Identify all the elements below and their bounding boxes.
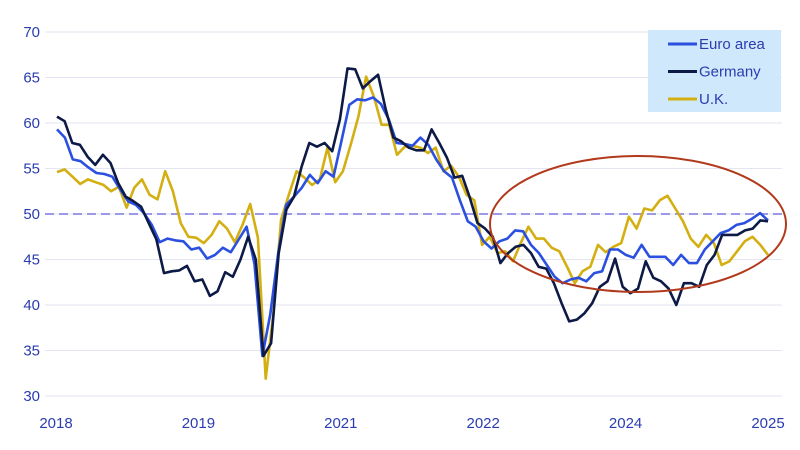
y-tick-label: 65 (23, 70, 40, 87)
y-tick-label: 40 (23, 297, 40, 314)
y-tick-label: 50 (23, 206, 40, 223)
highlight-ellipse (489, 155, 787, 293)
y-tick-label: 30 (23, 388, 40, 405)
y-tick-label: 35 (23, 343, 40, 360)
x-tick-label: 2024 (609, 415, 642, 432)
series-line-u-k (56, 75, 770, 381)
y-tick-label: 55 (23, 161, 40, 178)
x-tick-label: 2021 (324, 415, 357, 432)
y-tick-label: 60 (23, 115, 40, 132)
legend-label: Euro area (699, 36, 766, 53)
series-line-germany (56, 67, 769, 358)
x-axis-ticks: 2018 2019 2021 2022 2024 2025 (39, 415, 784, 432)
series-lines (56, 67, 770, 381)
y-axis-ticks: 30 35 40 45 50 55 60 65 70 (23, 24, 40, 405)
y-tick-label: 45 (23, 252, 40, 269)
legend-label: Germany (699, 64, 761, 81)
x-tick-label: 2025 (751, 415, 784, 432)
y-tick-label: 70 (23, 24, 40, 41)
x-tick-label: 2022 (467, 415, 500, 432)
x-tick-label: 2018 (39, 415, 72, 432)
x-tick-label: 2019 (182, 415, 215, 432)
legend: Euro area Germany U.K. (648, 30, 781, 112)
series-line-euro-area (56, 96, 769, 358)
legend-label: U.K. (699, 91, 728, 108)
